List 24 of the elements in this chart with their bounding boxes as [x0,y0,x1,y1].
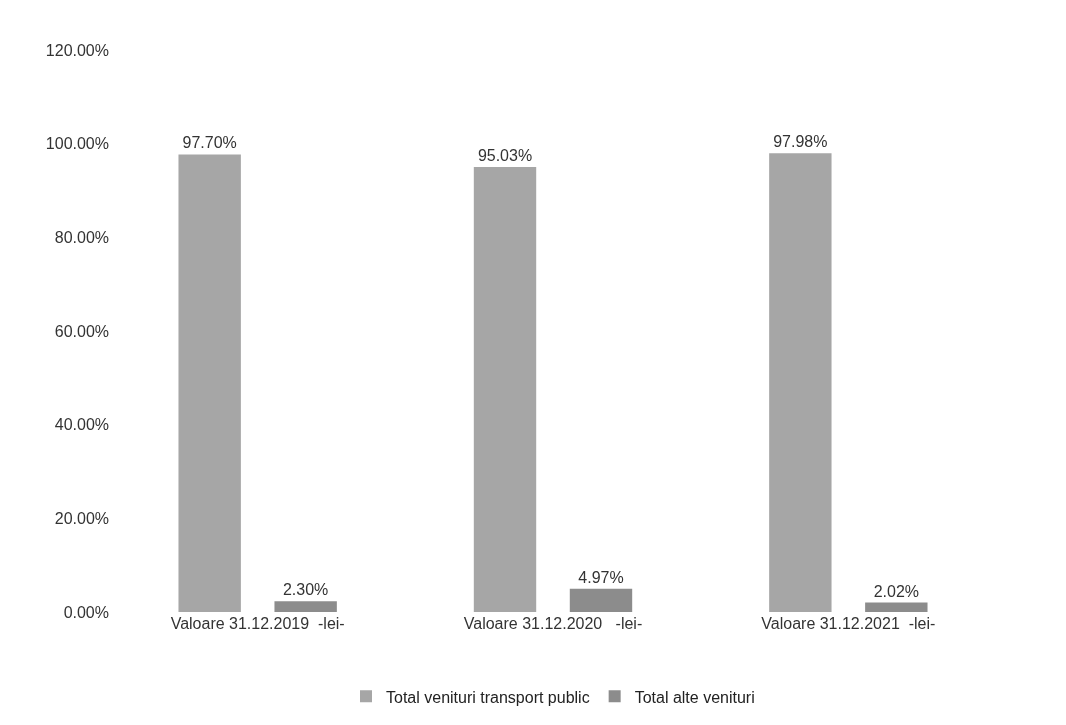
x-tick-label: Valoare 31.12.2020 -lei- [463,615,643,632]
x-tick-label: Valoare 31.12.2019 -lei- [170,615,345,632]
data-label: 2.02% [873,582,920,600]
bar [274,601,337,612]
bar [769,153,832,612]
y-tick-label: 80.00% [54,228,109,246]
y-tick-label: 60.00% [54,322,109,340]
data-label: 97.98% [773,133,828,151]
data-label: 95.03% [477,146,533,164]
data-label: 97.70% [182,134,237,152]
y-tick-label: 20.00% [54,509,109,527]
data-label: 2.30% [282,581,329,599]
y-tick-label: 120.00% [45,41,109,59]
bar [865,602,928,612]
bar [569,588,633,612]
y-tick-label: 100.00% [45,135,109,153]
legend-label: Total alte venituri [634,688,755,706]
legend-label: Total venituri transport public [386,688,590,706]
bar [473,166,537,612]
y-tick-label: 40.00% [54,416,109,434]
y-tick-label: 0.00% [63,603,109,621]
data-label: 4.97% [578,568,624,586]
x-tick-label: Valoare 31.12.2021 -lei- [761,615,936,632]
bar [178,154,241,612]
